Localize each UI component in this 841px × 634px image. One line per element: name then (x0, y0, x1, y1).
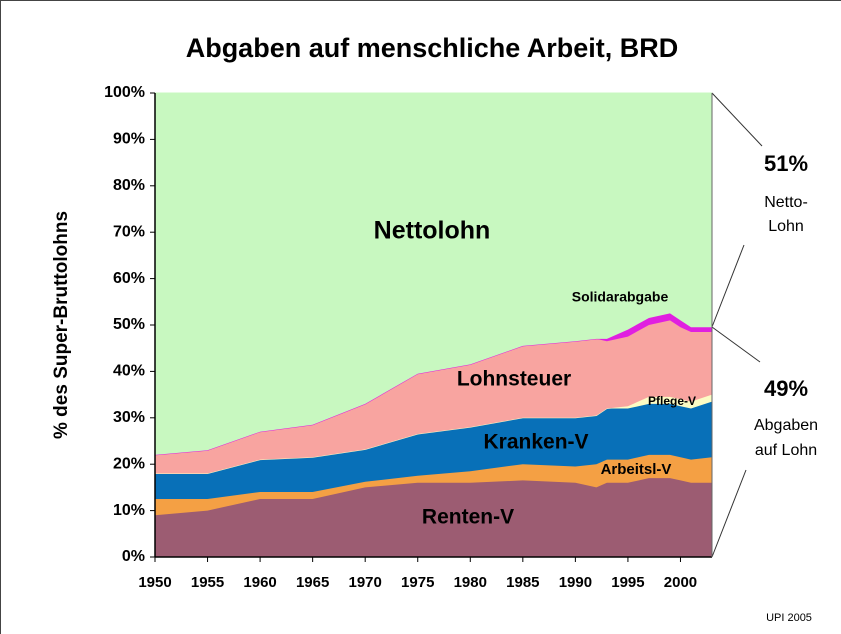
series-label: Arbeitsl-V (601, 461, 672, 478)
callout-lines (711, 92, 763, 558)
annotation: Abgaben (754, 417, 818, 434)
y-tick-label: 10% (113, 502, 145, 519)
callout-line (711, 326, 761, 363)
x-tick-label: 1950 (138, 574, 171, 591)
y-tick-label: 70% (113, 223, 145, 240)
x-tick-label: 1955 (191, 574, 224, 591)
annotation: auf Lohn (755, 442, 817, 459)
series-label: Lohnsteuer (457, 368, 571, 391)
series-label: Solidarabgabe (572, 289, 669, 305)
x-tick-label: 1990 (559, 574, 592, 591)
callout-line (711, 469, 747, 558)
chart-title: Abgaben auf menschliche Arbeit, BRD (186, 33, 679, 63)
area-fill (155, 93, 712, 455)
x-tick-label: 1980 (454, 574, 487, 591)
annotation: 51% (764, 151, 808, 176)
y-tick-label: 0% (122, 548, 145, 565)
x-tick-label: 1965 (296, 574, 329, 591)
annotation: 49% (764, 376, 808, 401)
annotation: Netto- (764, 194, 808, 211)
area-fill (155, 320, 712, 474)
series-label: Renten-V (422, 506, 514, 529)
x-tick-label: 2000 (664, 574, 697, 591)
x-tick-label: 1985 (506, 574, 539, 591)
series-label: Nettolohn (374, 217, 491, 245)
callout-line (711, 244, 745, 328)
x-tick-label: 1975 (401, 574, 434, 591)
callout-line (711, 92, 763, 147)
area-fill (155, 401, 712, 499)
y-axis-label: % des Super-Bruttolohns (51, 211, 72, 439)
area-fill (155, 454, 712, 516)
plot-area (154, 92, 713, 557)
x-tick-label: 1960 (243, 574, 276, 591)
y-tick-label: 40% (113, 363, 145, 380)
series-label: Kranken-V (483, 431, 588, 454)
y-tick-label: 30% (113, 409, 145, 426)
area-fill (155, 394, 712, 474)
source-note: UPI 2005 (766, 612, 812, 624)
y-tick-label: 80% (113, 177, 145, 194)
area-fill (155, 478, 712, 557)
y-tick-label: 50% (113, 316, 145, 333)
x-tick-label: 1970 (349, 574, 382, 591)
series-label: Pflege-V (648, 394, 696, 408)
y-tick-label: 90% (113, 131, 145, 148)
y-tick-label: 100% (104, 84, 145, 101)
y-tick-label: 20% (113, 455, 145, 472)
x-tick-label: 1995 (611, 574, 644, 591)
annotation: Lohn (768, 218, 804, 235)
y-tick-label: 60% (113, 270, 145, 287)
